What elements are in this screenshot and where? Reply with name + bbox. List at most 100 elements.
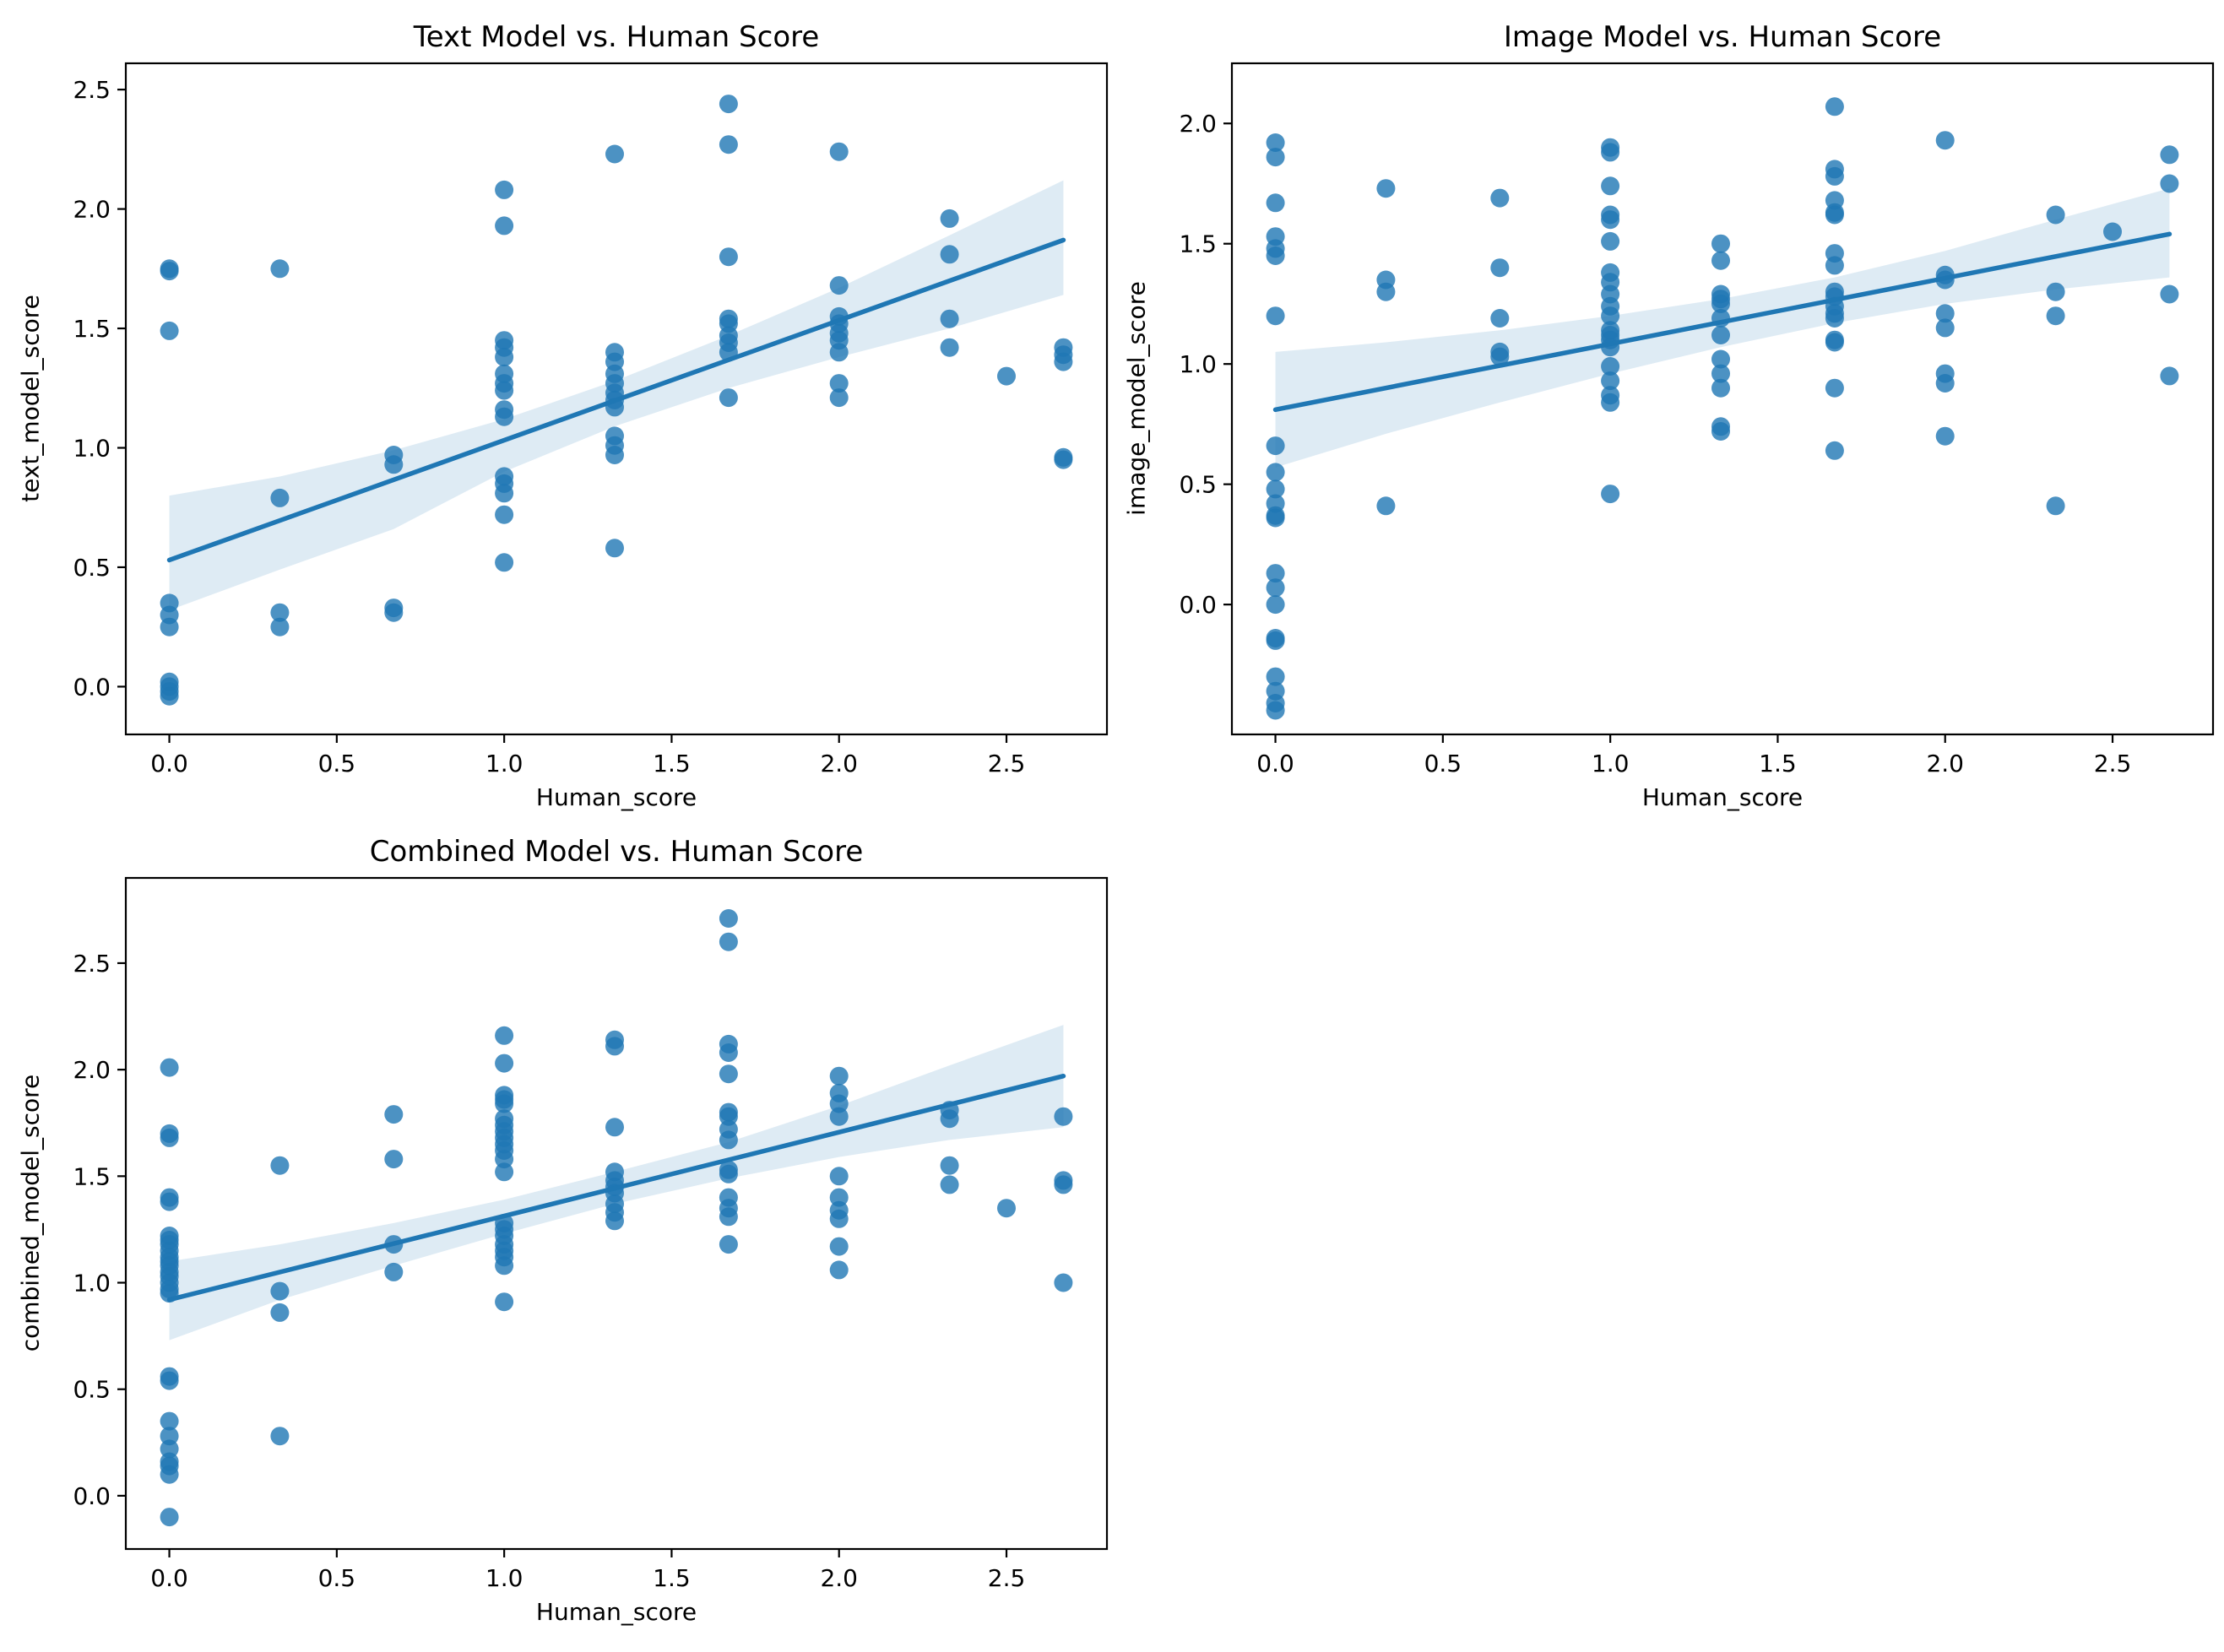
y-tick-label: 0.0: [73, 1482, 111, 1510]
y-tick-label: 1.5: [73, 1162, 111, 1190]
scatter-point: [1601, 143, 1620, 162]
scatter-point: [1935, 304, 1955, 323]
scatter-point: [1490, 258, 1510, 278]
scatter-point: [1490, 188, 1510, 208]
chart-title-text-model: Text Model vs. Human Score: [413, 20, 820, 54]
scatter-point: [2046, 496, 2065, 516]
scatter-point: [605, 539, 624, 558]
scatter-point: [1601, 485, 1620, 504]
scatter-point: [495, 1256, 514, 1276]
scatter-point: [384, 455, 404, 474]
y-tick-label: 1.0: [73, 434, 111, 462]
scatter-point: [1266, 306, 1285, 326]
scatter-point: [1825, 97, 1844, 116]
y-tick-label: 2.5: [73, 950, 111, 978]
scatter-point: [1935, 426, 1955, 446]
scatter-point: [1935, 318, 1955, 338]
y-tick-label: 1.5: [1179, 230, 1217, 258]
scatter-point: [160, 262, 179, 281]
scatter-point: [1825, 378, 1844, 398]
scatter-point: [1711, 378, 1730, 398]
y-tick-label: 0.5: [1179, 471, 1217, 499]
x-tick-label: 1.5: [1759, 750, 1797, 777]
scatter-point: [1054, 1175, 1073, 1194]
scatter-point: [2046, 282, 2065, 301]
scatter-point: [160, 321, 179, 340]
scatter-point: [495, 1026, 514, 1045]
x-tick-label: 1.0: [485, 750, 523, 777]
scatter-point: [1825, 166, 1844, 186]
scatter-point: [160, 1192, 179, 1211]
scatter-point: [1601, 176, 1620, 196]
scatter-point: [1711, 349, 1730, 369]
x-tick-label: 2.0: [1926, 750, 1964, 777]
scatter-point: [605, 1118, 624, 1137]
scatter-point: [1601, 371, 1620, 391]
x-tick-label: 2.0: [820, 750, 858, 777]
scatter-point: [1266, 193, 1285, 213]
scatter-point: [495, 407, 514, 426]
scatter-point: [940, 309, 959, 328]
scatter-point: [1266, 148, 1285, 167]
scatter-point: [829, 1209, 849, 1228]
scatter-point: [495, 505, 514, 524]
scatter-point: [940, 1109, 959, 1129]
scatter-point: [1711, 234, 1730, 253]
scatter-point: [719, 1043, 738, 1062]
scatter-point: [1266, 246, 1285, 265]
scatter-point: [1054, 1273, 1073, 1292]
scatter-point: [1266, 667, 1285, 686]
scatter-point: [1266, 436, 1285, 456]
scatter-point: [1711, 294, 1730, 313]
scatter-point: [160, 1058, 179, 1077]
scatter-point: [2103, 222, 2122, 241]
scatter-point: [605, 1037, 624, 1056]
chart-image_model: 0.0 0.5 1.0 1.5 2.0 2.5 0.0 0.5 1.0 1.5 2.0: [1179, 62, 2215, 777]
scatter-point: [829, 1188, 849, 1207]
x-tick-label: 2.5: [988, 1564, 1026, 1592]
chart-title-image-model: Image Model vs. Human Score: [1503, 20, 1942, 54]
scatter-point: [1266, 631, 1285, 650]
scatter-point: [495, 553, 514, 572]
scatter-point: [270, 1281, 290, 1301]
x-tick-label: 2.5: [988, 750, 1026, 777]
scatter-point: [605, 144, 624, 164]
y-tick-label: 1.5: [73, 315, 111, 343]
x-tick-label: 0.5: [318, 1564, 356, 1592]
x-tick-label: 2.0: [820, 1564, 858, 1592]
scatter-point: [1601, 231, 1620, 251]
scatter-point: [384, 1105, 404, 1124]
scatter-point: [270, 488, 290, 507]
scatter-point: [2160, 366, 2179, 386]
scatter-point: [1711, 251, 1730, 270]
y-tick-label: 0.0: [1179, 591, 1217, 619]
y-tick-label: 1.0: [73, 1270, 111, 1297]
scatter-point: [160, 1371, 179, 1390]
scatter-point: [1266, 133, 1285, 152]
scatter-point: [940, 209, 959, 228]
scatter-point: [1266, 701, 1285, 720]
scatter-point: [495, 381, 514, 400]
scatter-point: [1825, 441, 1844, 460]
scatter-point: [1825, 309, 1844, 328]
scatter-point: [1825, 256, 1844, 275]
scatter-point: [160, 1439, 179, 1459]
scatter-point: [270, 603, 290, 622]
scatter-point: [1054, 450, 1073, 469]
y-tick-label: 0.5: [73, 1376, 111, 1404]
scatter-point: [384, 603, 404, 622]
regression-line: [1272, 231, 2172, 413]
x-tick-label: 2.5: [2094, 750, 2132, 777]
scatter-point: [940, 245, 959, 264]
scatter-point: [605, 446, 624, 464]
axes-spines: [124, 876, 1109, 1551]
scatter-point: [1601, 357, 1620, 376]
axes-spines: [1230, 62, 2215, 736]
y-axis-label-image-model: image_model_score: [1122, 281, 1151, 516]
scatter-point: [719, 1164, 738, 1183]
scatter-point: [1376, 179, 1396, 198]
y-tick-label: 2.0: [1179, 110, 1217, 138]
scatter-point: [1825, 333, 1844, 352]
scatter-point: [1601, 393, 1620, 412]
y-tick-label: 2.5: [73, 76, 111, 104]
